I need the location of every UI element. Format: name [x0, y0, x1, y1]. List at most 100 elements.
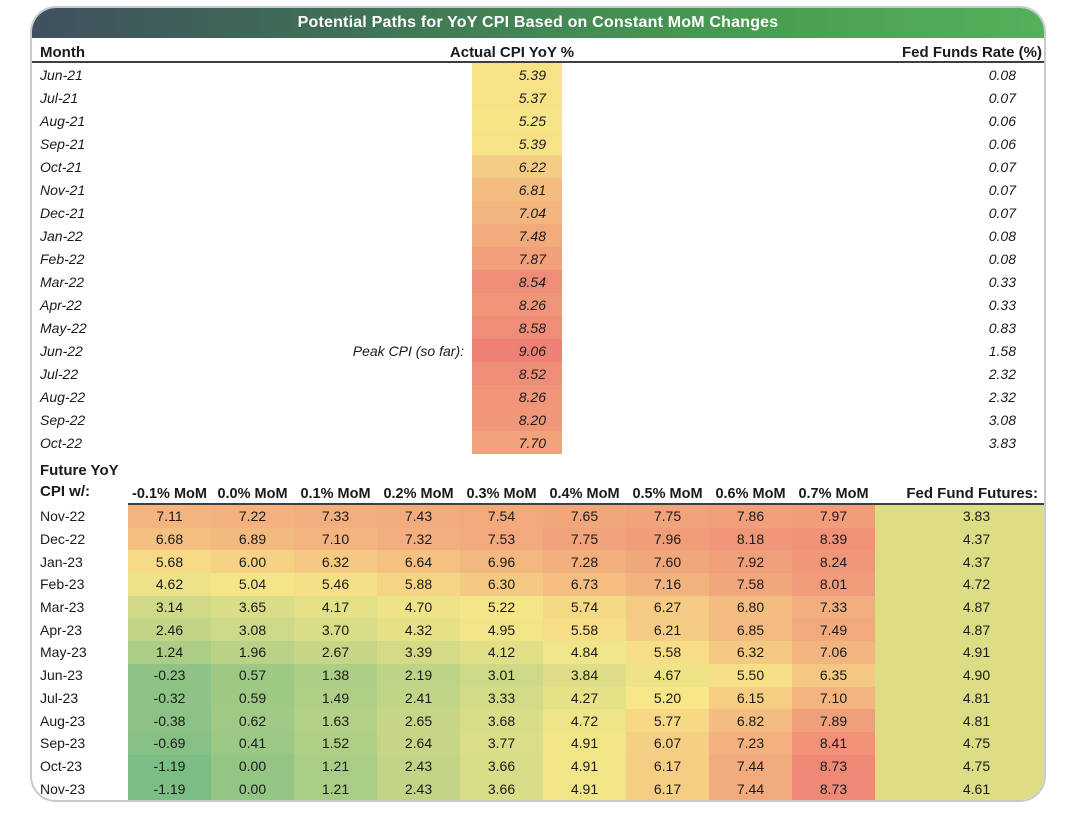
heatmap-cell: 7.92: [709, 550, 792, 574]
heatmap-cell: 7.65: [543, 505, 626, 528]
future-month-label: Jun-23: [40, 667, 83, 684]
future-month-label: Nov-22: [40, 508, 86, 525]
actual-table-row: Oct-21 6.22 0.07: [32, 155, 1044, 178]
heatmap-cell: -1.19: [128, 777, 211, 800]
heatmap-cell: 6.73: [543, 573, 626, 596]
heatmap-cell: 5.22: [460, 595, 543, 619]
future-table-row: Apr-23 2.46 3.08 3.70 4.32 4.95 5.58 6.21 6.85 7.…: [32, 618, 1044, 642]
fed-funds-value: 2.32: [988, 388, 1016, 405]
future-month-label: Oct-23: [40, 757, 83, 774]
actual-cpi-cell: 5.39: [472, 63, 562, 86]
heatmap-cell: 1.21: [294, 777, 377, 800]
spacer: [562, 408, 892, 431]
month-label: Jun-21: [40, 66, 83, 83]
future-header-divider: [128, 503, 1044, 505]
spacer: [562, 109, 892, 132]
heatmap-cell: 4.32: [377, 618, 460, 642]
heatmap-cell: 3.66: [460, 777, 543, 800]
actual-cpi-cell: 8.58: [472, 316, 562, 339]
fed-funds-value: 0.08: [988, 227, 1016, 244]
heatmap-cell: 6.64: [377, 550, 460, 574]
month-label: Jul-22: [40, 365, 79, 382]
actual-table-row: Oct-22 7.70 3.83: [32, 431, 1044, 454]
heatmap-cell: 3.14: [128, 595, 211, 619]
month-label: Aug-22: [40, 388, 86, 405]
month-label: Nov-21: [40, 181, 86, 198]
actual-cpi-cell: 7.87: [472, 247, 562, 270]
month-label: May-22: [40, 319, 87, 336]
heatmap-cell: 7.10: [792, 686, 875, 710]
heatmap-cell: 4.70: [377, 595, 460, 619]
fed-fund-futures-cell: 4.90: [875, 663, 1044, 687]
heatmap-cell: 7.86: [709, 505, 792, 528]
peak-cpi-annotation: [132, 155, 472, 178]
column-header-fed-funds: Fed Funds Rate (%): [901, 44, 1042, 61]
heatmap-cell: 6.30: [460, 573, 543, 596]
heatmap-cell: 3.84: [543, 663, 626, 687]
heatmap-cell: 0.62: [211, 709, 294, 732]
heatmap-cell: 5.58: [626, 641, 709, 664]
heatmap-cell: 2.64: [377, 731, 460, 755]
actual-cpi-cell: 6.81: [472, 178, 562, 201]
peak-cpi-annotation: [132, 408, 472, 431]
actual-cpi-cell: 7.70: [472, 431, 562, 454]
heatmap-cell: 6.96: [460, 550, 543, 574]
actual-table-row: Feb-22 7.87 0.08: [32, 247, 1044, 270]
heatmap-cell: -0.38: [128, 709, 211, 732]
mom-column-header: 0.3% MoM: [466, 486, 537, 502]
future-month-label: Apr-23: [40, 621, 83, 638]
spacer: [562, 270, 892, 293]
spacer: [562, 316, 892, 339]
heatmap-cell: 4.72: [543, 709, 626, 732]
future-table-row: Dec-22 6.68 6.89 7.10 7.32 7.53 7.75 7.96 8.18 8.…: [32, 527, 1044, 551]
month-label: Oct-22: [40, 434, 83, 451]
future-month-label: Jan-23: [40, 553, 83, 570]
future-table-row: Feb-23 4.62 5.04 5.46 5.88 6.30 6.73 7.16 7.58 8.…: [32, 573, 1044, 596]
fed-funds-value: 0.07: [988, 204, 1016, 221]
heatmap-cell: 7.10: [294, 527, 377, 551]
actual-cpi-cell: 7.48: [472, 224, 562, 247]
heatmap-cell: 7.75: [626, 505, 709, 528]
heatmap-cell: 0.57: [211, 663, 294, 687]
heatmap-cell: 7.33: [792, 595, 875, 619]
heatmap-cell: 5.74: [543, 595, 626, 619]
heatmap-cell: 6.21: [626, 618, 709, 642]
future-month-label: Dec-22: [40, 531, 86, 548]
heatmap-cell: 6.32: [709, 641, 792, 664]
heatmap-cell: 7.49: [792, 618, 875, 642]
month-label: Oct-21: [40, 158, 83, 175]
fed-funds-value: 3.08: [988, 411, 1016, 428]
peak-cpi-annotation: [132, 316, 472, 339]
heatmap-cell: 5.77: [626, 709, 709, 732]
future-table-header: Future YoY CPI w/: -0.1% MoM 0.0% MoM 0.1%…: [32, 456, 1044, 503]
heatmap-cell: 7.58: [709, 573, 792, 596]
peak-cpi-annotation: [132, 109, 472, 132]
peak-cpi-annotation: [132, 63, 472, 86]
heatmap-cell: 5.58: [543, 618, 626, 642]
spacer: [562, 293, 892, 316]
future-table-row: May-23 1.24 1.96 2.67 3.39 4.12 4.84 5.58 6.32 7.…: [32, 641, 1044, 664]
heatmap-cell: 7.16: [626, 573, 709, 596]
heatmap-cell: 7.23: [709, 731, 792, 755]
heatmap-cell: 8.24: [792, 550, 875, 574]
heatmap-cell: -0.69: [128, 731, 211, 755]
future-table-row: Aug-23 -0.38 0.62 1.63 2.65 3.68 4.72 5.77 6.82 7…: [32, 709, 1044, 732]
mom-column-header: -0.1% MoM: [132, 486, 207, 502]
peak-cpi-annotation: [132, 362, 472, 385]
heatmap-cell: 0.59: [211, 686, 294, 710]
future-table-body: Nov-22 7.11 7.22 7.33 7.43 7.54 7.65 7.75 7.86 7.…: [32, 505, 1044, 800]
heatmap-cell: 6.68: [128, 527, 211, 551]
peak-cpi-annotation: [132, 385, 472, 408]
heatmap-cell: 3.70: [294, 618, 377, 642]
spacer: [562, 362, 892, 385]
future-table-row: Nov-23 -1.19 0.00 1.21 2.43 3.66 4.91 6.17 7.44 8…: [32, 777, 1044, 800]
fed-fund-futures-cell: 4.61: [875, 777, 1044, 800]
fed-fund-futures-cell: 3.83: [875, 505, 1044, 528]
peak-cpi-annotation: [132, 86, 472, 109]
heatmap-cell: 7.11: [128, 505, 211, 528]
spacer: [562, 431, 892, 454]
heatmap-cell: 7.96: [626, 527, 709, 551]
heatmap-cell: 8.39: [792, 527, 875, 551]
actual-table-body: Jun-21 5.39 0.08 Jul-21 5.37 0.07 Aug-21 5.25 0.…: [32, 63, 1044, 454]
spacer: [562, 63, 892, 86]
